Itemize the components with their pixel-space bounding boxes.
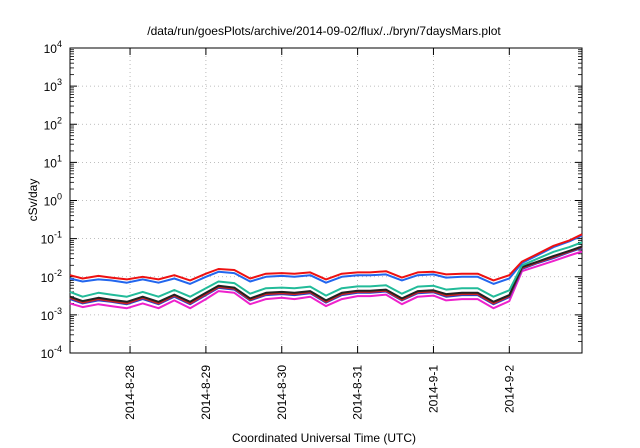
x-tick-label: 2014-8-30 [275,365,289,420]
series-line-1 [69,233,583,282]
y-tick-label: 104 [44,39,62,56]
series-line-5 [69,246,583,305]
y-tick-label: 101 [44,153,62,170]
grid [70,48,582,353]
chart-title: /data/run/goesPlots/archive/2014-09-02/f… [147,24,501,38]
x-axis: 2014-8-28 2014-8-29 2014-8-30 2014-8-31 2014… [123,48,516,420]
y-tick-label: 100 [44,192,62,209]
y-tick-label: 10-1 [41,230,62,247]
series-line-4 [69,245,583,303]
x-tick-label: 2014-8-29 [199,365,213,420]
series-line-2 [69,234,583,285]
y-tick-label: 10-2 [41,268,62,285]
y-tick-label: 102 [44,115,62,132]
x-tick-label: 2014-9-2 [502,365,516,413]
x-tick-label: 2014-8-31 [351,365,365,420]
y-tick-label: 10-4 [41,344,62,361]
x-tick-label: 2014-8-28 [123,365,137,420]
series-line-3 [69,241,583,298]
series-line-7 [69,250,583,310]
series-group [69,233,583,310]
x-axis-label: Coordinated Universal Time (UTC) [232,431,416,445]
y-tick-label: 103 [44,77,62,94]
y-axis: 10-4 10-3 10-2 10-1 100 101 102 103 104 [41,39,582,361]
y-axis-label: cSv/day [26,179,40,222]
y-tick-label: 10-3 [41,306,62,323]
x-tick-label: 2014-9-1 [426,365,440,413]
